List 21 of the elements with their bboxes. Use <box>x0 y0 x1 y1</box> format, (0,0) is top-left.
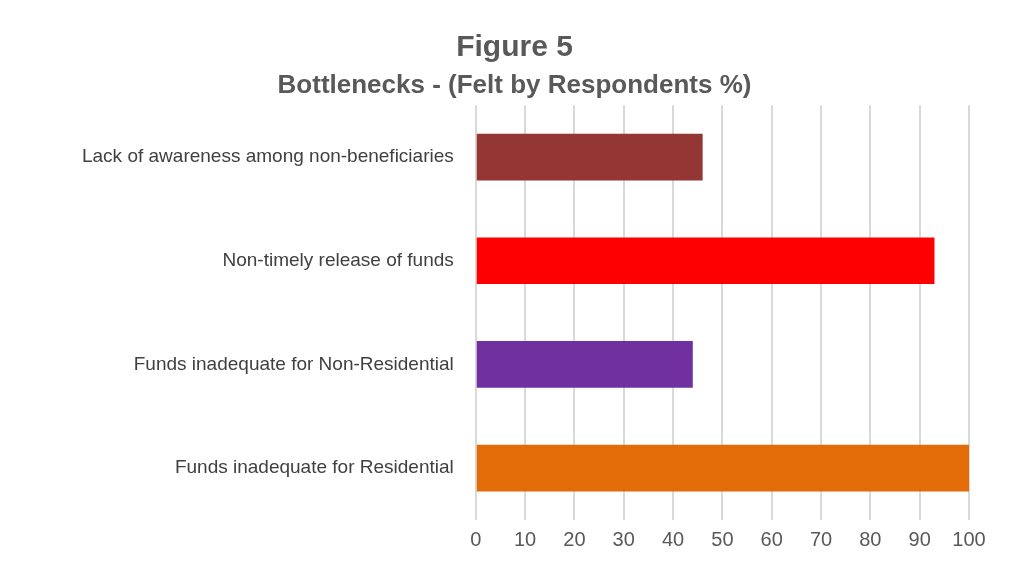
x-tick-label: 30 <box>612 527 635 550</box>
x-tick-label: 10 <box>513 527 537 550</box>
x-tick-label: 0 <box>470 527 482 550</box>
x-tick-label: 40 <box>661 527 685 550</box>
y-tick-label: Lack of awareness among non-beneficiaries <box>81 145 454 167</box>
chart-subtitle: Bottlenecks - (Felt by Respondents %) <box>277 68 752 99</box>
y-tick-label: Non-timely release of funds <box>222 248 454 270</box>
bar <box>476 237 935 285</box>
bar <box>476 133 703 181</box>
x-tick-label: 100 <box>952 527 986 550</box>
x-tick-label: 20 <box>563 527 586 550</box>
chart-title: Figure 5 <box>456 29 573 63</box>
y-tick-label: Funds inadequate for Residential <box>174 456 454 478</box>
bar <box>476 341 693 388</box>
y-tick-label: Funds inadequate for Non-Residential <box>133 352 454 374</box>
x-tick-label: 50 <box>711 527 734 550</box>
x-tick-label: 80 <box>859 527 882 550</box>
x-tick-label: 90 <box>908 527 931 550</box>
bar <box>476 444 969 492</box>
x-tick-label: 60 <box>760 527 783 550</box>
x-tick-label: 70 <box>809 527 833 550</box>
